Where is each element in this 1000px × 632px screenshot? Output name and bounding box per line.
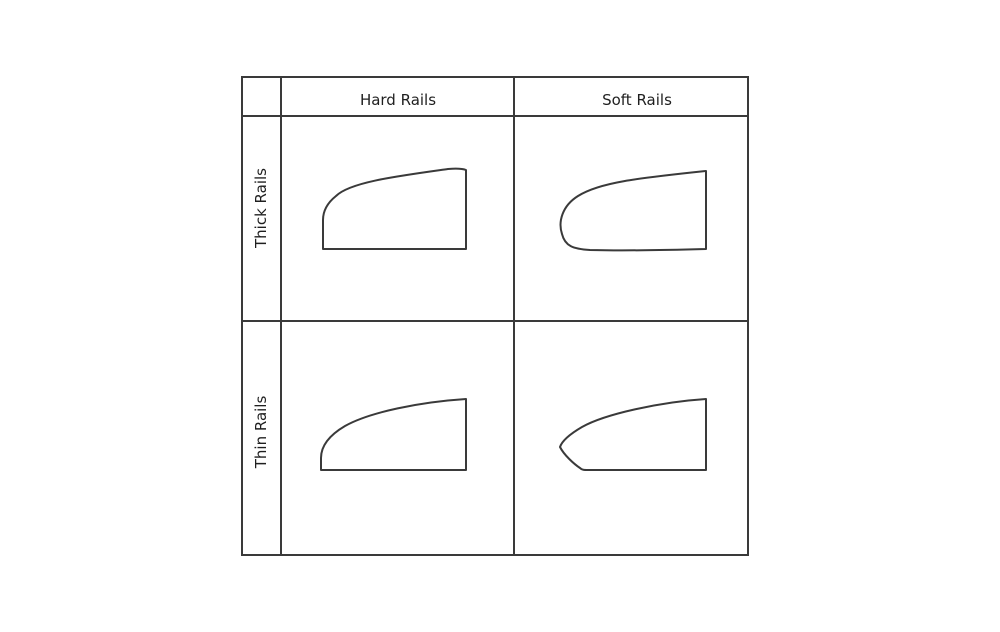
hard-thin-rail-profile-icon (320, 398, 467, 471)
column-header-soft-rails: Soft Rails (602, 91, 672, 109)
row-header-thick-rails: Thick Rails (252, 168, 270, 249)
soft-thin-rail-profile-icon (559, 398, 707, 471)
soft-thick-rail-profile-icon (559, 170, 707, 252)
hard-thick-rail-profile-icon (322, 167, 467, 250)
grid-outer-border (241, 76, 749, 556)
column-header-hard-rails: Hard Rails (360, 91, 436, 109)
row-header-thin-rails: Thin Rails (252, 396, 270, 470)
